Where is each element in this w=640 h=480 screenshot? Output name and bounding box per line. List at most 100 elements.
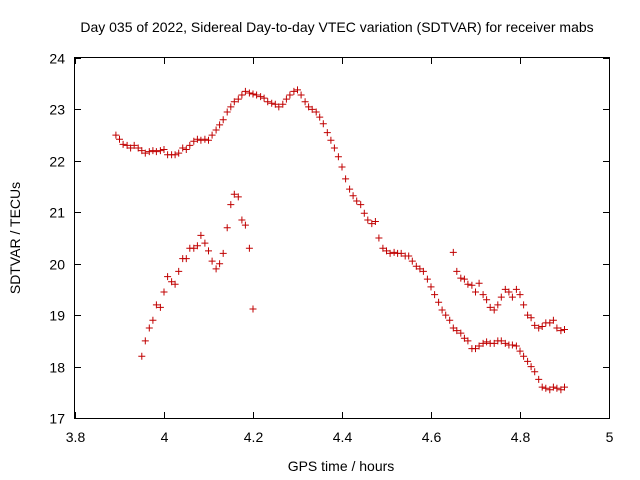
data-point <box>212 265 220 273</box>
data-point <box>152 301 160 309</box>
data-point <box>119 140 127 148</box>
data-point <box>538 323 546 330</box>
data-point <box>301 98 309 106</box>
data-point <box>520 301 528 309</box>
y-tick-label: 22 <box>49 154 65 170</box>
chart-title: Day 035 of 2022, Sidereal Day-to-day VTE… <box>80 19 593 35</box>
data-point <box>127 144 135 152</box>
x-axis-title: GPS time / hours <box>288 458 395 474</box>
data-point <box>483 338 491 346</box>
x-tick-label: 3.8 <box>66 429 86 445</box>
data-point <box>405 252 413 260</box>
data-point <box>549 383 557 391</box>
x-tick-label: 5 <box>606 429 614 445</box>
data-point <box>427 283 435 291</box>
data-point <box>179 144 187 152</box>
data-point <box>175 149 183 157</box>
data-point <box>561 326 568 333</box>
data-point <box>197 136 205 144</box>
data-point <box>134 144 142 152</box>
data-point <box>182 255 190 263</box>
data-point <box>472 345 479 353</box>
data-point <box>141 149 149 157</box>
data-point <box>412 262 420 270</box>
y-tick-label: 19 <box>49 308 65 324</box>
data-point <box>531 368 539 376</box>
data-point <box>238 216 246 224</box>
data-point <box>145 324 153 332</box>
data-point <box>408 257 416 265</box>
series-2 <box>138 190 257 360</box>
data-point <box>264 98 272 106</box>
data-point <box>535 375 543 383</box>
data-point <box>193 242 201 250</box>
data-point <box>460 275 468 283</box>
data-point <box>279 100 287 108</box>
data-point <box>527 314 535 322</box>
data-point <box>479 291 487 299</box>
data-point <box>464 280 472 288</box>
data-point <box>201 239 209 247</box>
data-point <box>201 135 209 143</box>
data-point <box>353 197 361 205</box>
data-point <box>486 303 494 311</box>
data-point <box>453 327 461 335</box>
data-point <box>520 352 528 360</box>
data-point <box>145 148 153 156</box>
data-point <box>190 137 198 145</box>
x-tick-label: 4.6 <box>422 429 442 445</box>
data-point <box>205 247 212 255</box>
data-point <box>546 386 554 394</box>
data-point <box>512 285 520 293</box>
data-point <box>453 267 461 275</box>
x-tick-label: 4.4 <box>333 429 353 445</box>
data-point <box>383 247 390 255</box>
data-point <box>360 209 368 217</box>
data-point <box>138 352 146 360</box>
data-point <box>468 281 476 289</box>
data-point <box>152 148 160 156</box>
data-point <box>171 151 179 159</box>
data-point <box>160 288 168 296</box>
data-point <box>442 311 450 319</box>
data-point <box>319 120 327 128</box>
data-point <box>241 87 249 95</box>
data-point <box>160 146 168 153</box>
data-point <box>549 316 557 324</box>
data-point <box>475 342 483 350</box>
data-point <box>553 384 561 392</box>
data-point <box>197 231 205 239</box>
series-1 <box>112 86 568 394</box>
data-point <box>241 221 249 229</box>
data-point <box>286 91 294 99</box>
data-point <box>156 147 164 155</box>
axis-ticks: 3.8 4 4.2 4.4 4.6 4.8 5 17 18 19 20 21 22 23 24 <box>49 51 613 446</box>
data-point <box>164 273 172 281</box>
data-point <box>457 329 465 337</box>
data-point <box>290 87 298 95</box>
data-point <box>346 185 354 193</box>
data-point <box>472 288 479 296</box>
data-point <box>205 136 212 144</box>
data-point <box>186 141 194 149</box>
data-point <box>483 296 491 304</box>
data-point <box>112 131 120 139</box>
data-point <box>316 113 324 121</box>
data-point <box>479 339 487 347</box>
data-point <box>553 324 561 332</box>
data-point <box>190 244 198 252</box>
data-point <box>216 121 224 129</box>
data-point <box>449 248 457 256</box>
data-point <box>297 91 305 99</box>
data-point <box>390 248 398 256</box>
data-point <box>294 86 301 94</box>
data-point <box>497 337 505 345</box>
y-tick-label: 24 <box>49 51 65 67</box>
data-point <box>208 131 216 139</box>
data-point <box>475 279 483 287</box>
data-point <box>371 218 379 225</box>
data-point <box>527 363 535 371</box>
data-point <box>230 98 238 106</box>
data-point <box>386 249 394 257</box>
